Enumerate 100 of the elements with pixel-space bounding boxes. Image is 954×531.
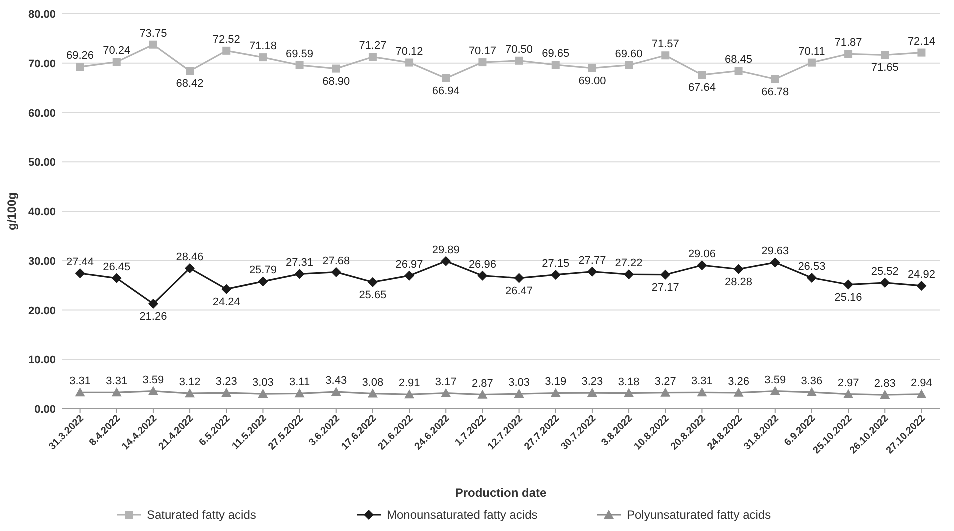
point [806, 273, 817, 284]
data-label: 25.16 [834, 292, 862, 304]
data-label: 3.27 [654, 376, 676, 388]
data-label: 26.97 [396, 258, 424, 271]
data-label: 27.17 [652, 282, 680, 294]
data-label: 3.03 [252, 377, 274, 390]
data-label: 26.45 [103, 261, 131, 274]
data-label: 71.65 [871, 62, 899, 74]
data-label: 26.96 [468, 258, 496, 271]
point [918, 48, 926, 57]
data-label: 29.89 [432, 244, 460, 256]
point [331, 267, 342, 278]
data-label: 70.17 [468, 46, 496, 58]
point [587, 388, 598, 398]
point [112, 273, 122, 284]
data-label: 70.12 [396, 46, 424, 58]
point [844, 280, 854, 290]
y-tick-label: 50.00 [28, 157, 56, 170]
point [368, 53, 377, 62]
point [332, 64, 340, 73]
data-label: 3.26 [728, 376, 750, 388]
data-label: 71.57 [652, 38, 680, 51]
point [771, 75, 780, 84]
point [697, 388, 708, 397]
data-label: 3.17 [435, 376, 457, 388]
data-label: 69.60 [615, 48, 643, 60]
data-label: 71.18 [249, 40, 277, 53]
data-label: 71.27 [359, 40, 387, 52]
point [515, 56, 524, 65]
legend-label: Monounsaturated fatty acids [387, 508, 538, 522]
data-label: 24.24 [212, 296, 240, 308]
point [660, 388, 671, 397]
data-label: 25.65 [359, 289, 387, 302]
data-label: 69.65 [542, 48, 570, 60]
point [698, 71, 706, 80]
point [587, 266, 598, 277]
data-label: 27.22 [615, 258, 643, 270]
data-label: 3.31 [70, 376, 92, 388]
y-axis-title: g/100g [5, 192, 19, 231]
data-label: 27.68 [322, 255, 350, 268]
point [514, 389, 524, 398]
data-label: 3.23 [216, 376, 238, 388]
data-label: 3.08 [362, 376, 384, 389]
point [441, 388, 452, 398]
point [404, 390, 415, 399]
data-label: 70.24 [103, 45, 131, 58]
point [844, 389, 854, 398]
point [258, 276, 268, 287]
data-label: 27.77 [578, 254, 606, 267]
data-label: 69.59 [286, 48, 314, 60]
data-label: 3.12 [179, 376, 201, 389]
point [222, 388, 232, 398]
point [75, 388, 86, 397]
data-label: 21.26 [140, 311, 168, 324]
data-label: 69.00 [578, 75, 606, 88]
point [550, 388, 561, 398]
data-label: 3.23 [582, 376, 604, 388]
data-label: 69.26 [66, 50, 94, 62]
data-label: 28.46 [176, 251, 204, 264]
legend-label: Polyunsaturated fatty acids [627, 508, 772, 522]
data-label: 25.79 [249, 264, 277, 277]
point [624, 388, 634, 398]
point [112, 388, 122, 397]
point [770, 386, 780, 396]
y-tick-label: 20.00 [28, 305, 56, 318]
data-label: 3.36 [801, 375, 823, 388]
point [368, 388, 378, 398]
data-label: 3.19 [545, 376, 567, 388]
legend-label: Saturated fatty acids [147, 508, 256, 522]
point [588, 64, 596, 72]
point [844, 50, 853, 58]
data-label: 2.97 [838, 377, 860, 390]
point [222, 46, 231, 55]
data-label: 25.52 [871, 266, 899, 278]
data-label: 27.15 [542, 258, 570, 270]
point [294, 388, 305, 398]
point [222, 284, 232, 294]
data-label: 3.03 [508, 377, 530, 390]
data-label: 28.28 [725, 276, 753, 288]
point [625, 61, 634, 70]
data-label: 29.06 [688, 248, 716, 261]
data-label: 2.94 [910, 377, 932, 390]
data-label: 68.45 [725, 54, 753, 66]
point [258, 389, 268, 398]
data-label: 26.53 [798, 261, 826, 274]
point [406, 58, 414, 67]
point [294, 269, 305, 280]
y-tick-label: 70.00 [28, 58, 56, 70]
point [148, 299, 158, 310]
data-label: 2.83 [874, 378, 896, 390]
y-tick-label: 30.00 [28, 256, 56, 268]
y-tick-label: 60.00 [28, 108, 56, 120]
data-label: 2.87 [472, 378, 494, 390]
point [368, 277, 378, 288]
data-label: 27.31 [286, 257, 314, 270]
data-label: 24.92 [908, 268, 936, 281]
point [185, 388, 196, 398]
data-label: 3.59 [764, 374, 786, 386]
point [186, 67, 194, 76]
point [550, 270, 561, 280]
